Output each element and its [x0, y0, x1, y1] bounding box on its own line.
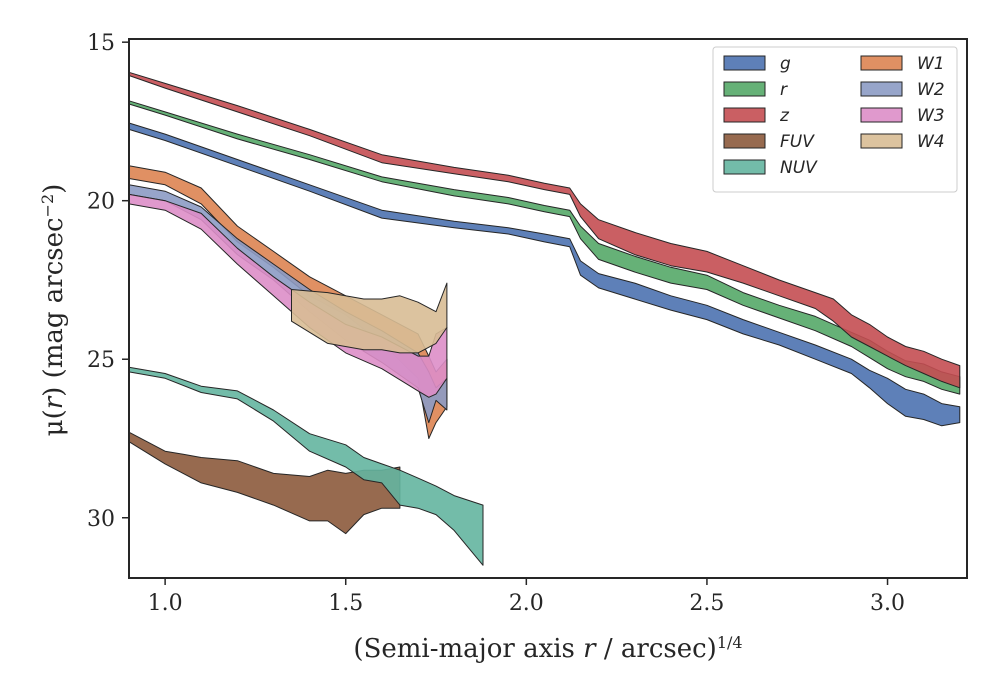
legend-label-g: g: [780, 54, 791, 74]
band-NUV: [128, 366, 484, 566]
legend-label-W3: W3: [917, 106, 945, 126]
band-r: [128, 100, 961, 395]
legend-swatch-W3: [860, 107, 903, 123]
band-layer: [128, 71, 961, 566]
x-axis-ticks: 1.0 1.5 2.0 2.5 3.0: [148, 578, 905, 616]
legend-swatch-g: [723, 55, 766, 71]
legend-swatch-W1: [860, 55, 903, 71]
legend-label-W1: W1: [917, 54, 945, 74]
band-FUV: [128, 431, 401, 535]
y-tick-label: 25: [87, 348, 115, 373]
y-tick-label: 30: [87, 507, 115, 532]
y-tick-label: 15: [87, 31, 115, 56]
band-z: [128, 71, 961, 389]
legend-swatch-r: [723, 81, 766, 97]
band-g: [128, 122, 961, 427]
legend-swatch-NUV: [723, 159, 766, 175]
legend-swatch-FUV: [723, 133, 766, 149]
x-tick-label: 3.0: [870, 591, 905, 616]
legend-label-FUV: FUV: [780, 132, 815, 152]
legend-label-NUV: NUV: [780, 158, 818, 178]
legend: grz FUV NUV W1 W2 W3 W4: [712, 46, 958, 193]
y-tick-label: 20: [87, 190, 115, 215]
legend-label-z: z: [779, 106, 790, 126]
y-axis-ticks: 15 20 25 30: [87, 31, 129, 532]
x-axis-label: (Semi-major axis r / arcsec)1/4: [353, 633, 742, 665]
x-tick-label: 1.5: [328, 591, 363, 616]
legend-label-r: r: [780, 80, 788, 100]
legend-swatch-z: [723, 107, 766, 123]
legend-swatch-W2: [860, 81, 903, 97]
x-tick-label: 1.0: [148, 591, 183, 616]
plot-frame: [128, 38, 968, 579]
x-tick-label: 2.5: [689, 591, 724, 616]
legend-swatch-W4: [860, 133, 903, 149]
legend-items: grz FUV NUV W1 W2 W3 W4: [723, 54, 945, 178]
band-W4: [291, 282, 448, 354]
legend-label-W4: W4: [917, 132, 945, 152]
x-tick-label: 2.0: [509, 591, 544, 616]
y-axis-label: μ(r) (mag arcsec−2): [38, 184, 70, 437]
legend-label-W2: W2: [917, 80, 945, 100]
